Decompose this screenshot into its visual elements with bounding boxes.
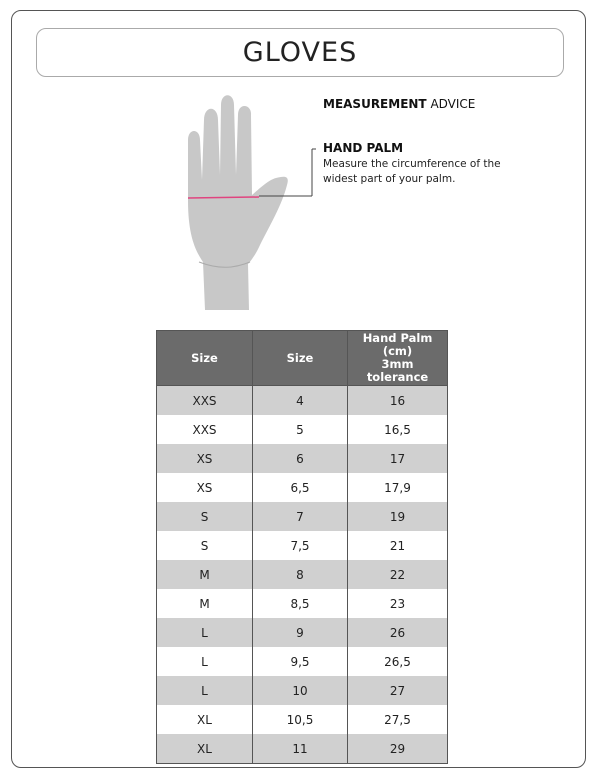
hand-palm-cell: 27 bbox=[347, 676, 448, 705]
page-frame bbox=[11, 10, 586, 768]
header-size-number: Size bbox=[252, 330, 348, 386]
size-cell: XS bbox=[156, 444, 253, 473]
table-row: M 8,5 23 bbox=[156, 589, 448, 618]
page-title: GLOVES bbox=[36, 28, 564, 77]
size-number-cell: 6,5 bbox=[252, 473, 348, 502]
table-row: XL 11 29 bbox=[156, 734, 448, 764]
table-row: L 9 26 bbox=[156, 618, 448, 647]
measurement-advice-heading: MEASUREMENT ADVICE bbox=[323, 97, 476, 111]
header-hand-palm: Hand Palm (cm) 3mm tolerance bbox=[347, 330, 448, 386]
size-cell: XL bbox=[156, 705, 253, 734]
size-number-cell: 5 bbox=[252, 415, 348, 444]
size-cell: L bbox=[156, 647, 253, 676]
size-cell: M bbox=[156, 560, 253, 589]
size-number-cell: 8 bbox=[252, 560, 348, 589]
header-size: Size bbox=[156, 330, 253, 386]
size-cell: XXS bbox=[156, 415, 253, 444]
size-cell: L bbox=[156, 676, 253, 705]
hand-palm-heading: HAND PALM bbox=[323, 141, 404, 155]
size-number-cell: 11 bbox=[252, 734, 348, 764]
hand-illustration bbox=[187, 95, 316, 310]
size-cell: XL bbox=[156, 734, 253, 764]
size-number-cell: 10,5 bbox=[252, 705, 348, 734]
table-row: S 7 19 bbox=[156, 502, 448, 531]
hand-palm-cell: 21 bbox=[347, 531, 448, 560]
table-row: M 8 22 bbox=[156, 560, 448, 589]
hand-palm-cell: 26,5 bbox=[347, 647, 448, 676]
hand-palm-cell: 17 bbox=[347, 444, 448, 473]
hand-palm-cell: 17,9 bbox=[347, 473, 448, 502]
table-row: L 10 27 bbox=[156, 676, 448, 705]
table-row: XS 6 17 bbox=[156, 444, 448, 473]
hand-palm-cell: 16,5 bbox=[347, 415, 448, 444]
size-table: Size Size Hand Palm (cm) 3mm tolerance XX… bbox=[156, 330, 448, 764]
size-number-cell: 9,5 bbox=[252, 647, 348, 676]
size-number-cell: 4 bbox=[252, 385, 348, 415]
size-number-cell: 8,5 bbox=[252, 589, 348, 618]
size-number-cell: 7 bbox=[252, 502, 348, 531]
hand-palm-cell: 23 bbox=[347, 589, 448, 618]
hand-palm-description: Measure the circumference of the widest … bbox=[323, 158, 501, 185]
table-row: XXS 5 16,5 bbox=[156, 415, 448, 444]
size-number-cell: 6 bbox=[252, 444, 348, 473]
size-number-cell: 9 bbox=[252, 618, 348, 647]
hand-palm-cell: 26 bbox=[347, 618, 448, 647]
table-row: L 9,5 26,5 bbox=[156, 647, 448, 676]
hand-palm-cell: 16 bbox=[347, 385, 448, 415]
table-row: XL 10,5 27,5 bbox=[156, 705, 448, 734]
size-cell: XXS bbox=[156, 385, 253, 415]
size-cell: S bbox=[156, 531, 253, 560]
size-cell: S bbox=[156, 502, 253, 531]
hand-palm-cell: 19 bbox=[347, 502, 448, 531]
hand-palm-cell: 27,5 bbox=[347, 705, 448, 734]
table-row: XS 6,5 17,9 bbox=[156, 473, 448, 502]
size-cell: L bbox=[156, 618, 253, 647]
size-cell: M bbox=[156, 589, 253, 618]
size-cell: XS bbox=[156, 473, 253, 502]
size-number-cell: 10 bbox=[252, 676, 348, 705]
size-number-cell: 7,5 bbox=[252, 531, 348, 560]
table-row: S 7,5 21 bbox=[156, 531, 448, 560]
hand-palm-cell: 22 bbox=[347, 560, 448, 589]
table-row: XXS 4 16 bbox=[156, 385, 448, 415]
measure-line bbox=[187, 196, 260, 199]
hand-palm-cell: 29 bbox=[347, 734, 448, 764]
